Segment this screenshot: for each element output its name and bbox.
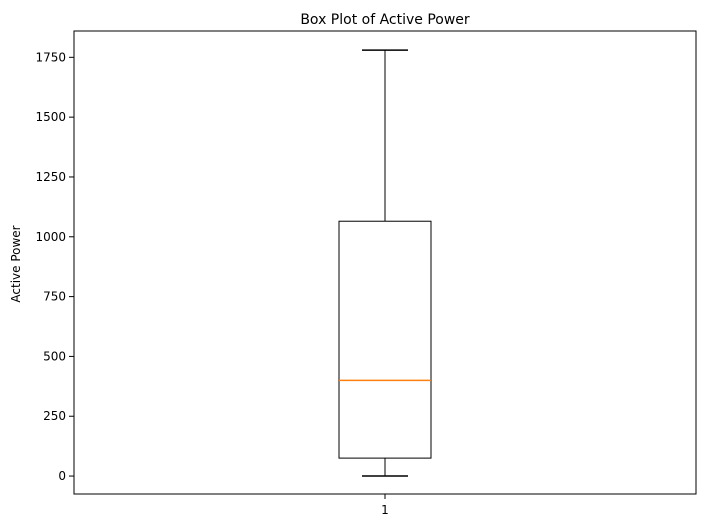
y-tick-label: 1500 [35, 110, 66, 124]
x-axis: 1 [381, 494, 389, 517]
y-tick-label: 250 [43, 409, 66, 423]
y-tick-label: 1750 [35, 50, 66, 64]
box-plot-series [338, 49, 432, 477]
y-tick-label: 500 [43, 349, 66, 363]
y-axis: 0 250 500 750 1000 1250 1500 1750 [35, 50, 74, 483]
y-tick-label: 0 [58, 469, 66, 483]
x-tick-label: 1 [381, 503, 389, 517]
y-tick-label: 750 [43, 290, 66, 304]
y-axis-label: Active Power [9, 225, 23, 302]
iqr-box [338, 220, 432, 459]
y-tick-label: 1250 [35, 170, 66, 184]
y-tick-label: 1000 [35, 230, 66, 244]
chart-title: Box Plot of Active Power [300, 12, 470, 28]
